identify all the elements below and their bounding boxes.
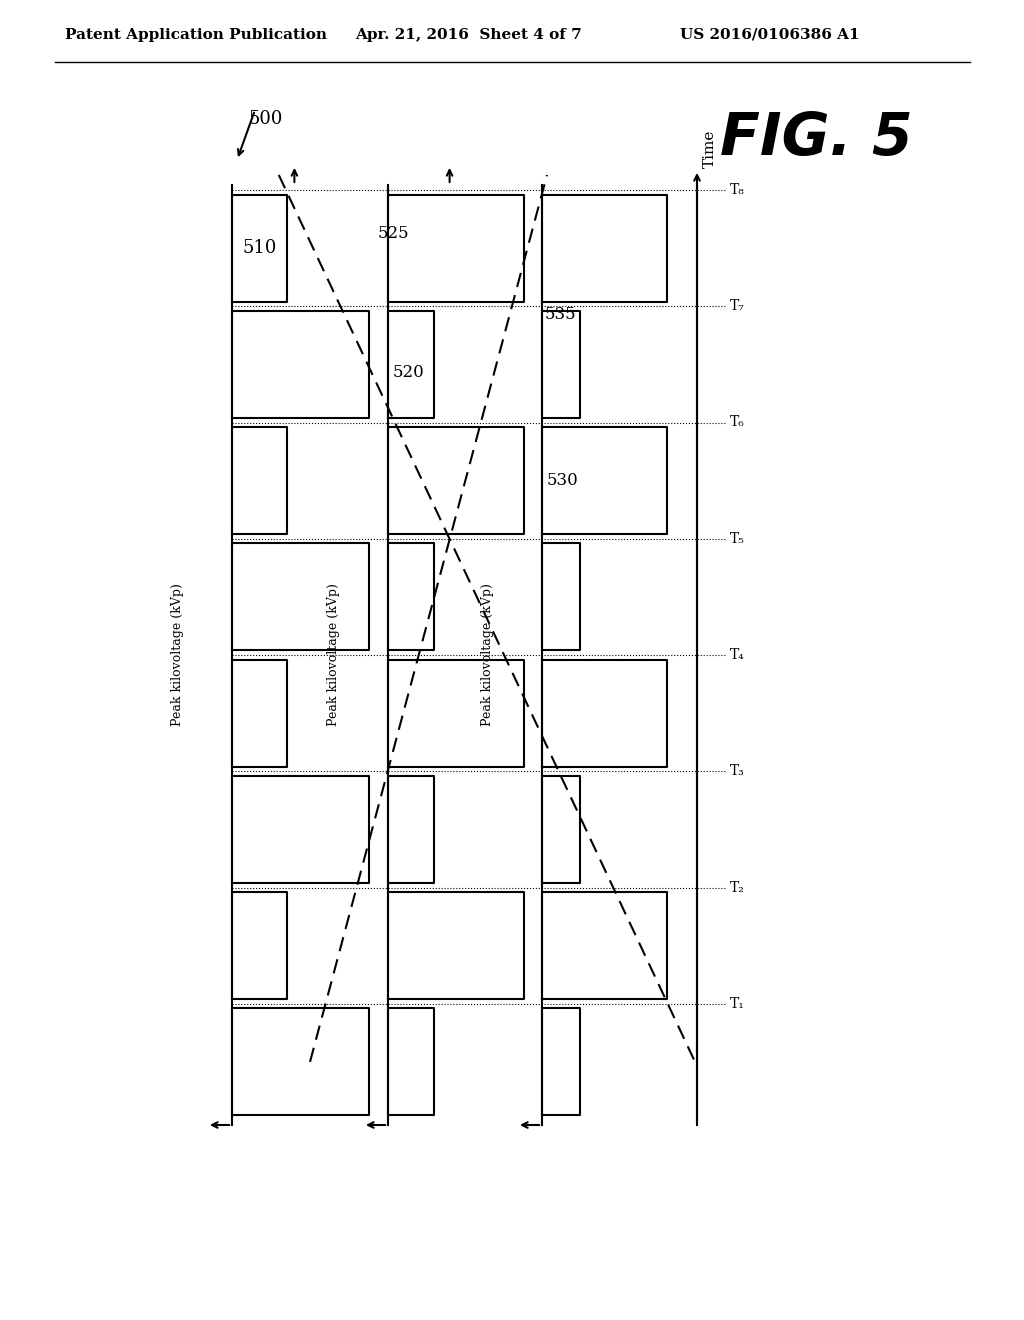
Text: 500: 500 [248,110,283,128]
Text: T₃: T₃ [730,764,744,779]
Text: T₈: T₈ [730,183,744,197]
Text: T₁: T₁ [730,997,744,1011]
Text: T₄: T₄ [730,648,744,663]
Text: Peak kilovoltage (kVp): Peak kilovoltage (kVp) [480,583,494,726]
Text: T₇: T₇ [730,300,744,313]
Text: 520: 520 [393,364,425,381]
Text: T₅: T₅ [730,532,744,545]
Text: T₆: T₆ [730,416,744,429]
Text: FIG. 5: FIG. 5 [720,110,912,168]
Text: 535: 535 [545,306,577,323]
Text: Time: Time [703,129,717,168]
Text: 510: 510 [242,239,276,257]
Text: Peak kilovoltage (kVp): Peak kilovoltage (kVp) [327,583,340,726]
Text: 525: 525 [378,224,410,242]
Text: US 2016/0106386 A1: US 2016/0106386 A1 [680,28,859,42]
Text: Patent Application Publication: Patent Application Publication [65,28,327,42]
Text: Peak kilovoltage (kVp): Peak kilovoltage (kVp) [171,583,183,726]
Text: Apr. 21, 2016  Sheet 4 of 7: Apr. 21, 2016 Sheet 4 of 7 [355,28,582,42]
Text: T₂: T₂ [730,880,744,895]
Text: 530: 530 [547,473,579,490]
